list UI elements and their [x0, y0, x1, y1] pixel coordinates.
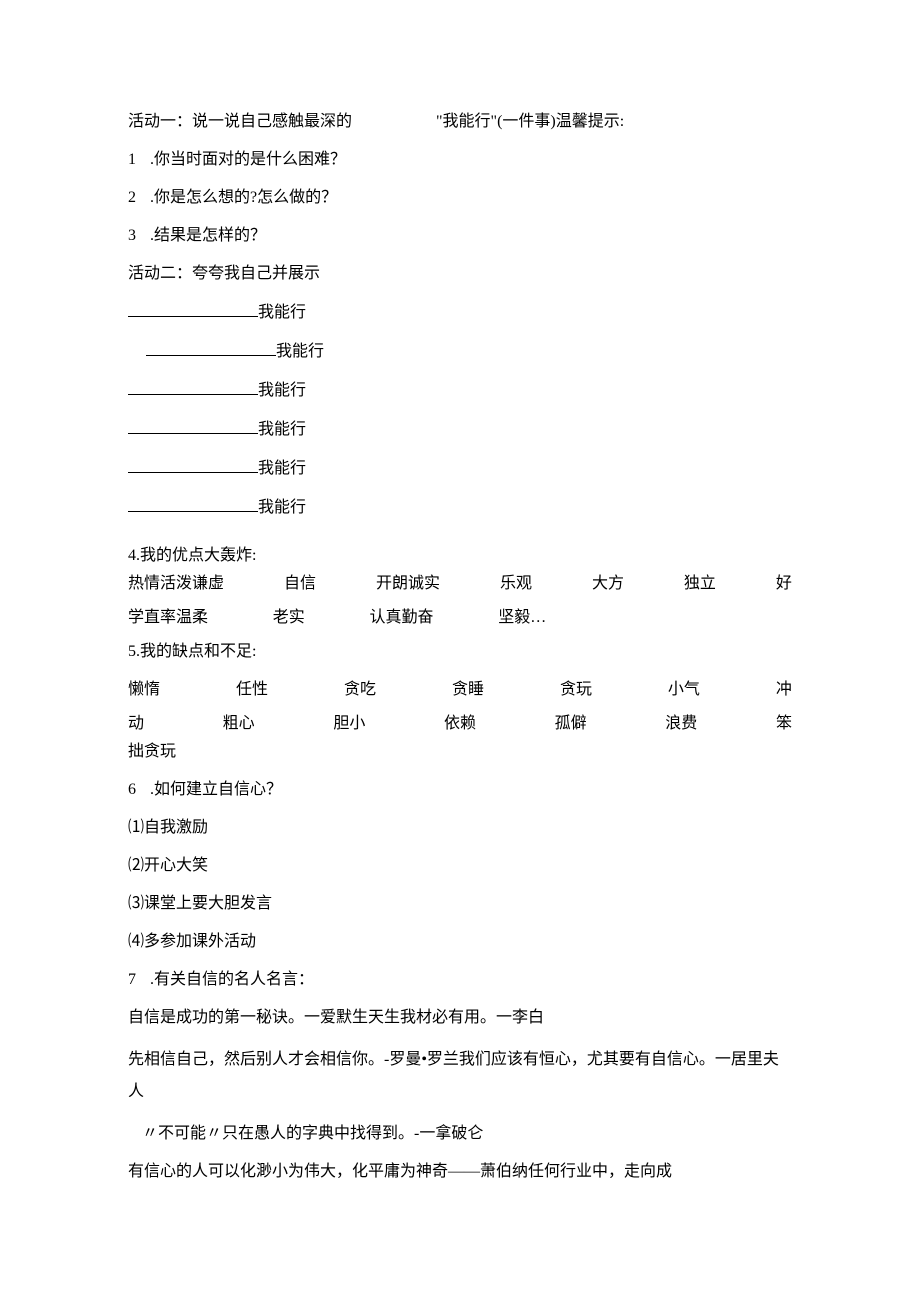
question-3: 3 .结果是怎样的？ — [128, 224, 792, 248]
flaws-row-1: 懒惰 任性 贪吃 贪睡 贪玩 小气 冲 — [128, 678, 792, 702]
section-4: 4.我的优点大轰炸: 热情活泼谦虚 自信 开朗诚实 乐观 大方 独立 好 学直率… — [128, 544, 792, 630]
blank-line-3: 我能行 — [128, 378, 792, 403]
blank-6 — [128, 495, 258, 512]
flaw-g: 冲 — [776, 678, 792, 702]
flaw2-a: 动 — [128, 712, 144, 736]
i-can-1: 我能行 — [258, 304, 306, 321]
question-1: 1 .你当时面对的是什么困难？ — [128, 148, 792, 172]
merit2-a: 学直率温柔 — [128, 606, 208, 630]
blank-3 — [128, 378, 258, 395]
merits-row-1: 热情活泼谦虚 自信 开朗诚实 乐观 大方 独立 好 — [128, 572, 792, 596]
i-can-3: 我能行 — [258, 382, 306, 399]
merit-d: 乐观 — [500, 572, 532, 596]
confidence-3: ⑶课堂上要大胆发言 — [128, 892, 792, 916]
s7-text: .有关自信的名人名言： — [150, 971, 314, 988]
quote-2: 先相信自己，然后别人才会相信你。-罗曼•罗兰我们应该有恒心，尤其要有自信心。一居… — [128, 1044, 792, 1108]
merits-row-2: 学直率温柔 老实 认真勤奋 坚毅… — [128, 606, 546, 630]
s6-text: .如何建立自信心？ — [150, 781, 282, 798]
i-can-4: 我能行 — [258, 421, 306, 438]
flaw-e: 贪玩 — [560, 678, 592, 702]
section-4-title: 4.我的优点大轰炸: — [128, 544, 792, 568]
flaw-f: 小气 — [668, 678, 700, 702]
blank-2 — [146, 339, 276, 356]
q3-num: 3 — [128, 224, 136, 248]
merit2-b: 老实 — [273, 606, 305, 630]
section-6: 6 .如何建立自信心？ — [128, 778, 792, 802]
flaws-row-3: 拙贪玩 — [128, 740, 792, 764]
blank-4 — [128, 417, 258, 434]
merit-b: 自信 — [284, 572, 316, 596]
flaw2-e: 孤僻 — [555, 712, 587, 736]
blank-line-4: 我能行 — [128, 417, 792, 442]
merit2-d: 坚毅… — [498, 606, 546, 630]
flaw2-c: 胆小 — [333, 712, 365, 736]
merit-f: 独立 — [684, 572, 716, 596]
blank-line-1: 我能行 — [128, 300, 792, 325]
flaw-b: 任性 — [236, 678, 268, 702]
section-7: 7 .有关自信的名人名言： — [128, 968, 792, 992]
activity-one-row: 活动一：说一说自己感触最深的 "我能行"(一件事)温馨提示: — [128, 110, 792, 134]
q3-text: .结果是怎样的？ — [150, 227, 266, 244]
q1-num: 1 — [128, 148, 136, 172]
confidence-2: ⑵开心大笑 — [128, 854, 792, 878]
flaw-d: 贪睡 — [452, 678, 484, 702]
flaw2-d: 依赖 — [444, 712, 476, 736]
confidence-4: ⑷多参加课外活动 — [128, 930, 792, 954]
q2-num: 2 — [128, 186, 136, 210]
blank-line-5: 我能行 — [128, 456, 792, 481]
blank-line-2: 我能行 — [128, 339, 792, 364]
flaw-a: 懒惰 — [128, 678, 160, 702]
merit2-c: 认真勤奋 — [370, 606, 434, 630]
i-can-2: 我能行 — [276, 343, 324, 360]
merit-c: 开朗诚实 — [376, 572, 440, 596]
s6-num: 6 — [128, 778, 136, 802]
section-5-title: 5.我的缺点和不足: — [128, 640, 792, 664]
quote-1: 自信是成功的第一秘诀。一爱默生天生我材必有用。一李白 — [128, 1006, 792, 1030]
activity-one-left: 活动一：说一说自己感触最深的 — [128, 110, 352, 134]
confidence-1: ⑴自我激励 — [128, 816, 792, 840]
blank-1 — [128, 300, 258, 317]
activity-two: 活动二：夸夸我自己并展示 — [128, 262, 792, 286]
quote-4: 有信心的人可以化渺小为伟大，化平庸为神奇——萧伯纳任何行业中，走向成 — [128, 1160, 792, 1184]
q1-text: .你当时面对的是什么困难？ — [150, 151, 346, 168]
s7-num: 7 — [128, 968, 136, 992]
activity-one-right: "我能行"(一件事)温馨提示: — [436, 110, 624, 134]
merit-e: 大方 — [592, 572, 624, 596]
flaws-row-2: 动 粗心 胆小 依赖 孤僻 浪费 笨 — [128, 712, 792, 736]
question-2: 2 .你是怎么想的?怎么做的？ — [128, 186, 792, 210]
flaw2-f: 浪费 — [665, 712, 697, 736]
merit-g: 好 — [776, 572, 792, 596]
blank-line-6: 我能行 — [128, 495, 792, 520]
quote-3: 〃不可能〃只在愚人的字典中找得到。-一拿破仑 — [128, 1122, 792, 1146]
flaw-c: 贪吃 — [344, 678, 376, 702]
document-page: 活动一：说一说自己感触最深的 "我能行"(一件事)温馨提示: 1 .你当时面对的是… — [0, 0, 920, 1301]
q2-text: .你是怎么想的?怎么做的？ — [150, 189, 337, 206]
merit-a: 热情活泼谦虚 — [128, 572, 224, 596]
flaw2-b: 粗心 — [223, 712, 255, 736]
i-can-5: 我能行 — [258, 460, 306, 477]
blank-5 — [128, 456, 258, 473]
flaw2-g: 笨 — [776, 712, 792, 736]
i-can-6: 我能行 — [258, 499, 306, 516]
